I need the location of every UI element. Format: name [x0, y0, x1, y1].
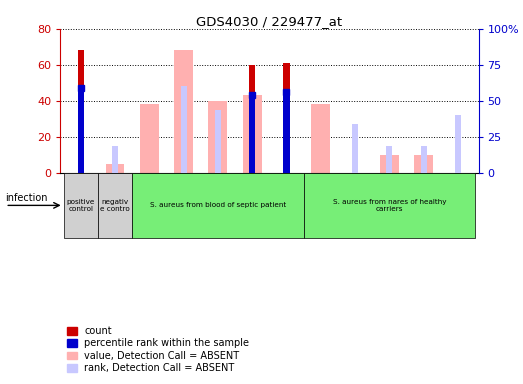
Bar: [386, 146, 392, 173]
Text: negativ
e contro: negativ e contro: [100, 199, 130, 212]
Bar: [380, 155, 399, 173]
Bar: [77, 50, 84, 173]
Bar: [140, 104, 159, 173]
Bar: [98, 173, 132, 238]
Bar: [283, 63, 290, 173]
Bar: [77, 88, 84, 173]
Bar: [209, 101, 228, 173]
Bar: [283, 92, 290, 173]
Title: GDS4030 / 229477_at: GDS4030 / 229477_at: [196, 15, 343, 28]
Text: positive
control: positive control: [66, 199, 95, 212]
Bar: [420, 146, 427, 173]
Text: infection: infection: [5, 193, 48, 203]
Bar: [106, 164, 124, 173]
Bar: [249, 65, 255, 173]
Bar: [64, 173, 98, 238]
Bar: [215, 110, 221, 173]
Bar: [352, 124, 358, 173]
Bar: [304, 173, 475, 238]
Bar: [180, 86, 187, 173]
Text: S. aureus from nares of healthy
carriers: S. aureus from nares of healthy carriers: [333, 199, 446, 212]
Bar: [311, 104, 330, 173]
Bar: [112, 146, 118, 173]
Bar: [455, 115, 461, 173]
Legend: count, percentile rank within the sample, value, Detection Call = ABSENT, rank, : count, percentile rank within the sample…: [65, 324, 252, 375]
Text: S. aureus from blood of septic patient: S. aureus from blood of septic patient: [150, 202, 286, 209]
Bar: [174, 50, 193, 173]
Bar: [243, 95, 262, 173]
Bar: [414, 155, 433, 173]
Bar: [249, 95, 255, 173]
Bar: [132, 173, 304, 238]
